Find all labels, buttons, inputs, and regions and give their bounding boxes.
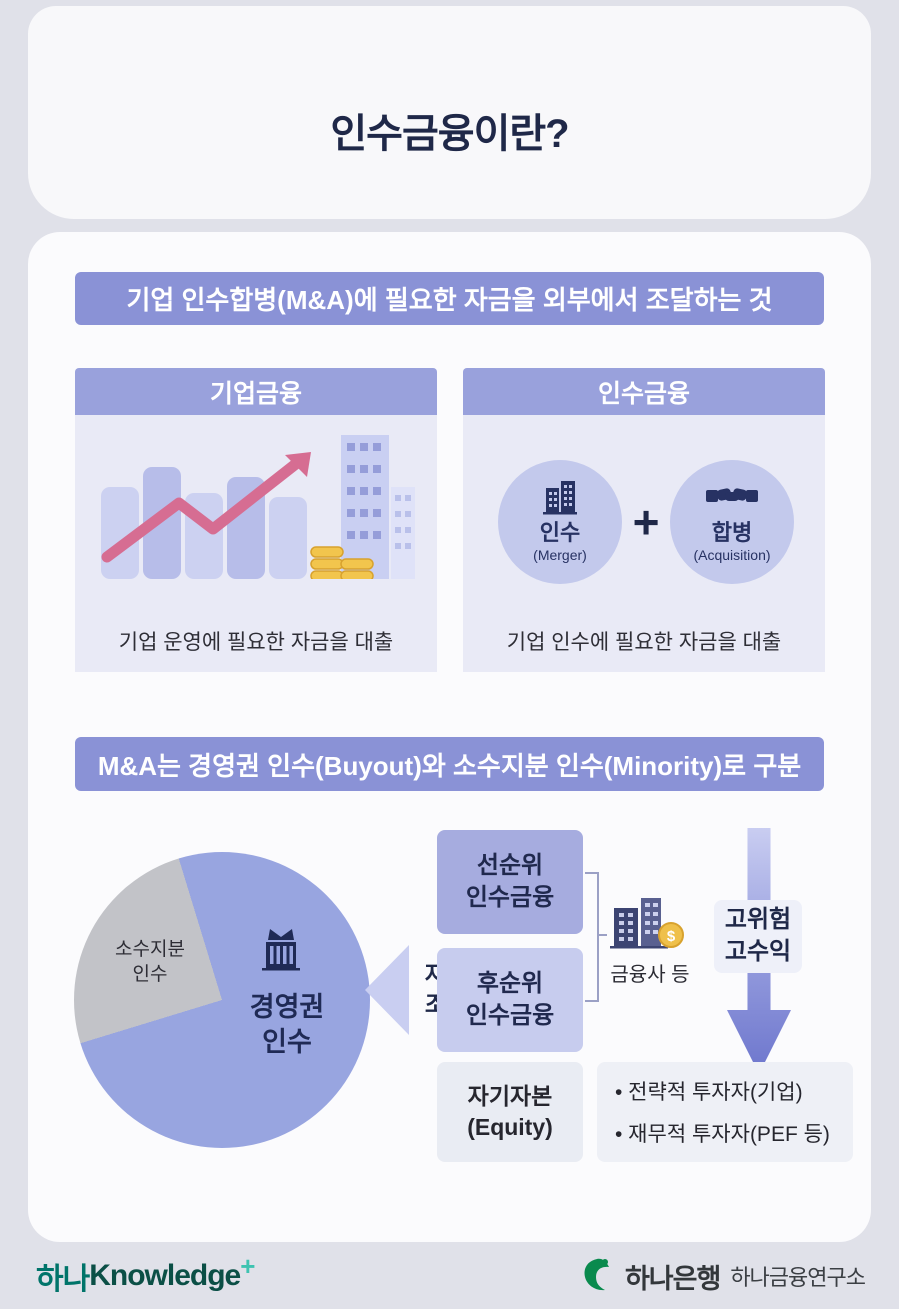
merger-circle: 인수 (Merger) — [498, 460, 622, 584]
funding-arrow-icon — [365, 945, 409, 1035]
acquisition-label: 합병 — [711, 520, 753, 545]
page-title: 인수금융이란? — [330, 112, 569, 156]
junior-financing-box: 후순위 인수금융 — [437, 948, 583, 1052]
risk-return-label: 고위험 고수익 — [714, 900, 802, 973]
investors-box: • 전략적 투자자(기업) • 재무적 투자자(PEF 등) — [597, 1062, 853, 1162]
corporate-finance-illustration — [101, 435, 415, 579]
office-building-icon — [543, 481, 577, 515]
financial-investor-item: • 재무적 투자자(PEF 등) — [615, 1123, 830, 1146]
bracket-arm — [597, 934, 607, 936]
coins-icon — [310, 546, 374, 579]
hana-bank-logo: 하나은행 하나금융연구소 — [579, 1252, 866, 1300]
content-card: 기업 인수합병(M&A)에 필요한 자금을 외부에서 조달하는 것 기업금융 — [28, 232, 871, 1242]
svg-text:$: $ — [667, 928, 676, 945]
institute-wordmark: 하나금융연구소 — [730, 1265, 866, 1290]
strategic-investor-item: • 전략적 투자자(기업) — [615, 1081, 803, 1104]
acquisition-finance-header: 인수금융 — [463, 368, 825, 415]
plus-mark: + — [240, 1250, 256, 1281]
merger-sublabel: (Merger) — [533, 547, 587, 564]
corporate-finance-caption: 기업 운영에 필요한 자금을 대출 — [118, 631, 394, 654]
bank-wordmark: 하나은행 — [624, 1263, 721, 1294]
minority-stake-label: 소수지분 인수 — [115, 939, 185, 985]
corporate-finance-body: 기업 운영에 필요한 자금을 대출 — [75, 415, 437, 672]
hana-wordmark: 하나 — [36, 1263, 90, 1296]
acquisition-finance-panel: 인수금융 — [463, 368, 825, 672]
classification-banner: M&A는 경영권 인수(Buyout)와 소수지분 인수(Minority)로 … — [75, 737, 824, 791]
acquisition-sublabel: (Acquisition) — [693, 547, 771, 564]
corporate-finance-header: 기업금융 — [75, 368, 437, 415]
bracket — [585, 872, 599, 1002]
handshake-icon — [706, 488, 758, 502]
acquisition-finance-body: 인수 (Merger) + 합병 (A — [463, 415, 825, 672]
hana-knowledge-logo: 하나 Knowledge + — [36, 1250, 256, 1298]
pie-chart: 소수지분 인수 경영권 인수 — [74, 852, 370, 1148]
senior-financing-box: 선순위 인수금융 — [437, 830, 583, 934]
merger-label: 인수 — [539, 520, 581, 545]
acquisition-finance-caption: 기업 인수에 필요한 자금을 대출 — [506, 631, 782, 654]
plus-sign: + — [632, 496, 660, 548]
acquisition-circle: 합병 (Acquisition) — [670, 460, 794, 584]
equity-box: 자기자본 (Equity) — [437, 1062, 583, 1162]
financiers-label: 금융사 등 — [610, 964, 690, 986]
financiers-icon: $ — [610, 898, 684, 949]
corporate-finance-panel: 기업금융 — [75, 368, 437, 672]
knowledge-wordmark: Knowledge — [89, 1259, 241, 1292]
building-icon — [341, 435, 415, 579]
hana-bird-icon — [584, 1258, 609, 1291]
title-card: 인수금융이란? — [28, 6, 871, 219]
buyout-building-icon — [262, 929, 300, 971]
definition-banner: 기업 인수합병(M&A)에 필요한 자금을 외부에서 조달하는 것 — [75, 272, 824, 325]
growth-arrow-icon — [101, 452, 311, 563]
buyout-label: 경영권 인수 — [249, 992, 325, 1058]
